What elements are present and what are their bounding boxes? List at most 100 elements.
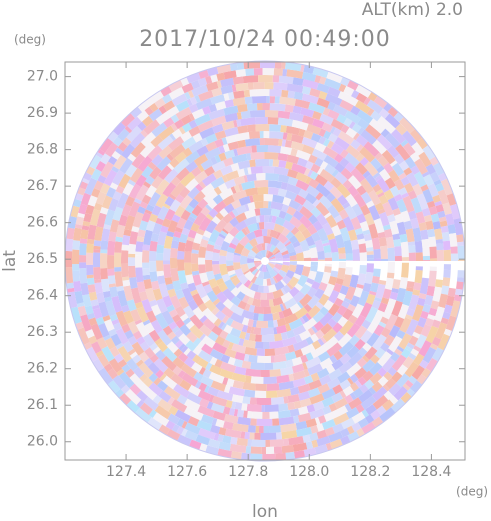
echo-cell [207,240,216,246]
echo-cell [387,214,396,223]
echo-cell [372,268,381,278]
echo-cell [173,230,182,239]
echo-cell [155,193,169,209]
echo-cell [250,362,265,370]
echo-cell [237,168,246,177]
echo-cell [246,173,257,182]
echo-cell [441,231,450,242]
echo-cell [206,312,219,324]
echo-cell [121,263,129,278]
echo-cell [74,223,83,229]
echo-cell [429,266,437,272]
echo-cell [148,108,163,122]
echo-cell [235,204,247,215]
echo-cell [333,350,344,361]
echo-cell [237,300,248,310]
echo-cell [123,228,132,237]
echo-cell [66,287,75,293]
echo-cell [223,324,233,334]
echo-cell [243,410,248,418]
echo-cell [199,238,209,248]
echo-cell [425,220,434,231]
echo-cell [400,139,409,147]
echo-cell [264,348,276,357]
echo-cell [254,341,264,349]
echo-cell [192,410,204,421]
echo-cell [120,143,136,159]
echo-cell [285,451,295,460]
echo-cell [235,281,243,289]
y-tick-label: 26.3 [27,324,58,340]
echo-cell [258,425,264,433]
echo-cell [431,347,444,362]
echo-cell [241,180,255,191]
echo-cell [362,355,370,363]
echo-cell [364,379,375,390]
echo-cell [304,192,318,205]
echo-cell [205,133,218,145]
echo-cell [286,83,304,94]
echo-cell [218,182,228,193]
echo-cell [228,408,236,416]
echo-cell [419,277,430,295]
echo-cell [278,403,289,412]
echo-cell [197,198,209,210]
echo-cell [262,166,275,174]
echo-cell [143,357,153,367]
x-tick-label: 127.8 [228,464,268,480]
echo-cell [224,348,237,359]
echo-cell [104,142,119,158]
echo-cell [211,395,228,407]
echo-cell [121,323,131,334]
echo-cell [171,93,188,107]
echo-cell [276,432,283,440]
echo-cell [332,423,345,434]
echo-cell [390,160,398,167]
echo-cell [145,287,156,302]
echo-cell [387,298,397,307]
echo-cell [172,365,182,376]
echo-cell [237,139,247,148]
echo-cell [297,383,311,394]
echo-cell [356,153,365,163]
echo-cell [319,113,334,126]
echo-cell [171,314,182,323]
x-tick-label: 127.6 [167,464,207,480]
echo-cell [128,265,136,278]
echo-cell [310,372,320,382]
echo-cell [301,86,312,95]
echo-cell [173,348,183,358]
echo-cell [369,372,383,385]
echo-cell [299,239,310,252]
echo-cell [153,358,169,373]
echo-cell [204,147,221,160]
echo-cell [163,385,181,401]
echo-cell [175,194,185,204]
echo-cell [198,366,206,375]
echo-cell [234,366,247,376]
echo-cell [152,288,163,301]
echo-cell [344,286,357,301]
echo-cell [182,147,193,158]
echo-cell [147,161,157,171]
echo-cell [447,287,456,297]
echo-cell [77,212,85,218]
echo-cell [315,183,331,198]
echo-cell [280,181,289,191]
echo-cell [282,132,288,140]
echo-cell [242,396,251,405]
echo-cell [387,261,395,274]
echo-cell [79,238,88,244]
echo-cell [184,262,193,276]
echo-cell [185,320,195,330]
echo-cell [348,334,360,347]
echo-cell [200,414,214,425]
echo-cell [301,136,318,149]
echo-cell [284,241,292,247]
echo-cell [264,404,279,413]
echo-cell [249,432,255,440]
echo-cell [455,288,463,296]
echo-cell [331,251,339,261]
echo-cell [79,243,87,256]
echo-cell [280,331,288,341]
